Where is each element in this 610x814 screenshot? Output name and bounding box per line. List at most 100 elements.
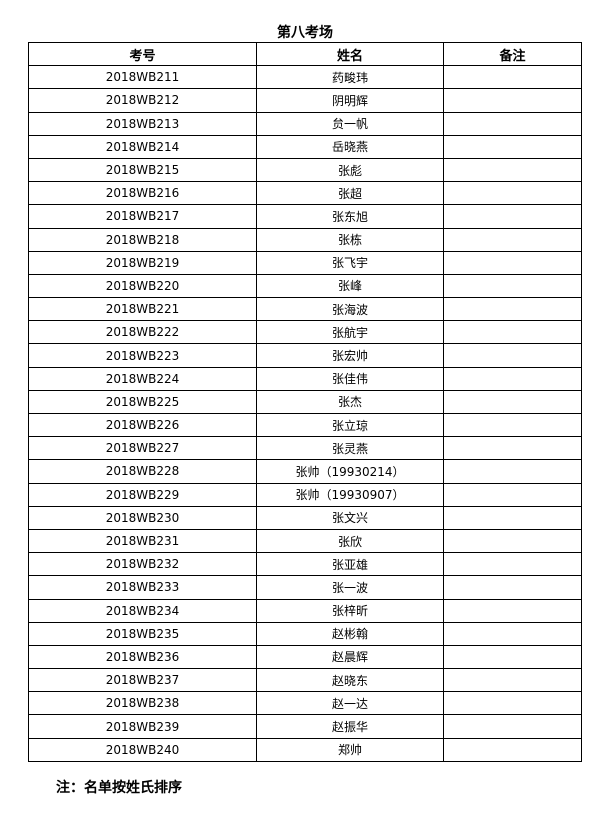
- cell-remarks: [443, 482, 582, 507]
- cell-exam-number: 2018WB226: [28, 412, 257, 438]
- table-row: 2018WB232 张亚雄: [28, 552, 582, 577]
- cell-remarks: [443, 65, 582, 90]
- cell-name: 贠一帆: [256, 111, 444, 136]
- cell-name: 阴明辉: [256, 88, 444, 113]
- table-row: 2018WB228 张帅（19930214）: [28, 459, 582, 484]
- cell-name: 张宏帅: [256, 343, 444, 368]
- table-row: 2018WB234 张梓昕: [28, 598, 582, 623]
- table-row: 2018WB227 张灵燕: [28, 436, 582, 461]
- cell-remarks: [443, 389, 582, 415]
- table-row: 2018WB220 张峰: [28, 273, 582, 299]
- cell-exam-number: 2018WB240: [28, 737, 257, 762]
- cell-name: 赵彬翰: [256, 621, 444, 646]
- table-row: 2018WB212 阴明辉: [28, 88, 582, 113]
- header-name: 姓名: [256, 41, 444, 67]
- cell-remarks: [443, 111, 582, 136]
- table-row: 2018WB214 岳晓燕: [28, 134, 582, 159]
- cell-name: 张飞宇: [256, 250, 444, 275]
- cell-remarks: [443, 412, 582, 438]
- cell-remarks: [443, 691, 582, 716]
- table-row: 2018WB216 张超: [28, 181, 582, 206]
- cell-exam-number: 2018WB230: [28, 505, 257, 530]
- cell-name: 郑帅: [256, 737, 444, 762]
- cell-name: 张航宇: [256, 320, 444, 345]
- cell-exam-number: 2018WB216: [28, 181, 257, 206]
- exam-room-table: 考号 姓名 备注 2018WB211 药畯玮 2018WB212 阴明辉 2018WB2…: [28, 41, 582, 762]
- table-row: 2018WB219 张飞宇: [28, 250, 582, 275]
- cell-remarks: [443, 505, 582, 530]
- cell-name: 张东旭: [256, 204, 444, 229]
- cell-name: 张杰: [256, 389, 444, 415]
- cell-name: 张彪: [256, 157, 444, 183]
- cell-remarks: [443, 621, 582, 646]
- cell-remarks: [443, 227, 582, 252]
- cell-remarks: [443, 552, 582, 577]
- cell-exam-number: 2018WB235: [28, 621, 257, 646]
- cell-exam-number: 2018WB224: [28, 366, 257, 391]
- cell-exam-number: 2018WB215: [28, 157, 257, 183]
- cell-remarks: [443, 436, 582, 461]
- cell-exam-number: 2018WB217: [28, 204, 257, 229]
- cell-name: 药畯玮: [256, 65, 444, 90]
- cell-exam-number: 2018WB239: [28, 714, 257, 739]
- table-row: 2018WB238 赵一达: [28, 691, 582, 716]
- table-row: 2018WB235 赵彬翰: [28, 621, 582, 646]
- cell-name: 张立琼: [256, 412, 444, 438]
- cell-remarks: [443, 134, 582, 159]
- table-row: 2018WB224 张佳伟: [28, 366, 582, 391]
- cell-remarks: [443, 297, 582, 322]
- cell-name: 张一波: [256, 575, 444, 600]
- cell-remarks: [443, 528, 582, 554]
- cell-remarks: [443, 714, 582, 739]
- cell-exam-number: 2018WB218: [28, 227, 257, 252]
- cell-name: 张栋: [256, 227, 444, 252]
- table-row: 2018WB236 赵晨辉: [28, 644, 582, 670]
- cell-exam-number: 2018WB222: [28, 320, 257, 345]
- table-row: 2018WB230 张文兴: [28, 505, 582, 530]
- cell-remarks: [443, 88, 582, 113]
- cell-name: 张佳伟: [256, 366, 444, 391]
- cell-remarks: [443, 320, 582, 345]
- table-row: 2018WB226 张立琼: [28, 412, 582, 438]
- cell-remarks: [443, 366, 582, 391]
- cell-exam-number: 2018WB227: [28, 436, 257, 461]
- cell-exam-number: 2018WB221: [28, 297, 257, 322]
- cell-exam-number: 2018WB234: [28, 598, 257, 623]
- cell-exam-number: 2018WB212: [28, 88, 257, 113]
- table-row: 2018WB233 张一波: [28, 575, 582, 600]
- header-remarks: 备注: [443, 41, 582, 67]
- cell-name: 张帅（19930214）: [256, 459, 444, 484]
- cell-remarks: [443, 644, 582, 670]
- table-row: 2018WB213 贠一帆: [28, 111, 582, 136]
- table-row: 2018WB223 张宏帅: [28, 343, 582, 368]
- cell-exam-number: 2018WB233: [28, 575, 257, 600]
- cell-exam-number: 2018WB238: [28, 691, 257, 716]
- cell-remarks: [443, 250, 582, 275]
- cell-name: 张超: [256, 181, 444, 206]
- table-row: 2018WB221 张海波: [28, 297, 582, 322]
- cell-remarks: [443, 204, 582, 229]
- cell-name: 赵晨辉: [256, 644, 444, 670]
- cell-remarks: [443, 181, 582, 206]
- cell-name: 张欣: [256, 528, 444, 554]
- table-row: 2018WB240 郑帅: [28, 737, 582, 762]
- cell-name: 赵振华: [256, 714, 444, 739]
- cell-exam-number: 2018WB213: [28, 111, 257, 136]
- page-title: 第八考场: [277, 25, 333, 41]
- cell-exam-number: 2018WB232: [28, 552, 257, 577]
- cell-remarks: [443, 598, 582, 623]
- cell-name: 张峰: [256, 273, 444, 299]
- cell-exam-number: 2018WB231: [28, 528, 257, 554]
- cell-remarks: [443, 575, 582, 600]
- cell-remarks: [443, 459, 582, 484]
- table-row: 2018WB218 张栋: [28, 227, 582, 252]
- cell-name: 张梓昕: [256, 598, 444, 623]
- table-row: 2018WB211 药畯玮: [28, 65, 582, 90]
- table-row: 2018WB229 张帅（19930907）: [28, 482, 582, 507]
- cell-exam-number: 2018WB214: [28, 134, 257, 159]
- cell-name: 张帅（19930907）: [256, 482, 444, 507]
- cell-remarks: [443, 668, 582, 693]
- table-row: 2018WB217 张东旭: [28, 204, 582, 229]
- table-row: 2018WB239 赵振华: [28, 714, 582, 739]
- cell-name: 张文兴: [256, 505, 444, 530]
